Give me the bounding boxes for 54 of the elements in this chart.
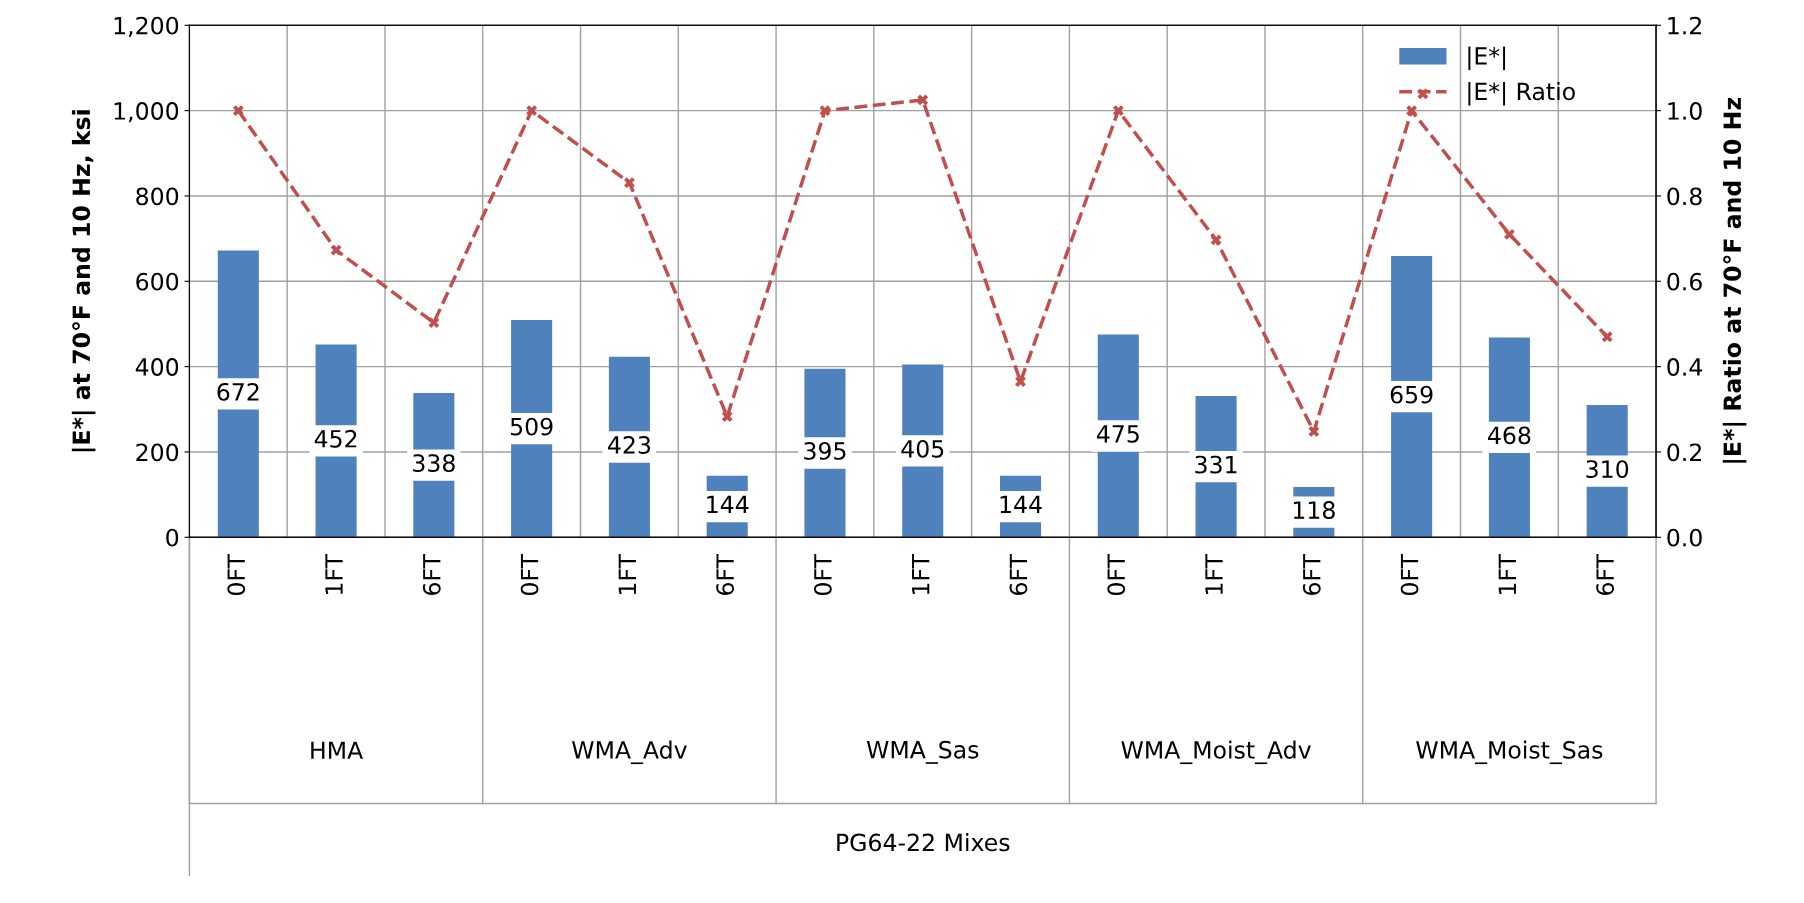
data-label: 310 bbox=[1586, 460, 1629, 478]
y2-tick-label: 0.0 bbox=[1667, 528, 1702, 547]
data-label: 331 bbox=[1195, 455, 1237, 474]
x-tick-label: 0FT bbox=[227, 553, 246, 596]
data-label: 144 bbox=[1000, 495, 1042, 514]
x-tick-label: 6FT bbox=[1009, 553, 1028, 595]
data-label: 672 bbox=[217, 382, 259, 401]
y-tick-label: 0 bbox=[166, 528, 179, 547]
data-label: 509 bbox=[510, 417, 553, 436]
text: WMA_Moist_Adv bbox=[1121, 740, 1311, 765]
y-tick-label: 1,200 bbox=[114, 16, 179, 37]
x-tick-label: 6FT bbox=[716, 553, 735, 595]
data-label: 468 bbox=[1488, 426, 1531, 445]
y2-axis-title: |E*| Ratio at 70°F and 10 Hz bbox=[1722, 98, 1747, 463]
text: WMA_Adv bbox=[572, 740, 687, 765]
y-tick-label: 400 bbox=[135, 358, 179, 376]
x-tick-label: 6FT bbox=[422, 553, 441, 595]
y2-tick-label: 0.4 bbox=[1667, 358, 1703, 376]
data-label: 144 bbox=[707, 495, 749, 514]
x-tick-label: 6FT bbox=[1302, 553, 1321, 595]
y-axis-title: |E*| at 70°F and 10 Hz, ksi bbox=[71, 110, 96, 452]
y-tick-label: 800 bbox=[136, 187, 179, 206]
text: WMA_Sas bbox=[866, 740, 979, 764]
x-tick-label: 6FT bbox=[1596, 553, 1615, 595]
y2-tick-label: 1.0 bbox=[1668, 102, 1702, 120]
legend-label: |E*| bbox=[1468, 46, 1506, 71]
data-label: 405 bbox=[901, 439, 944, 458]
x-tick-label: 0FT bbox=[520, 553, 539, 596]
legend-label: |E*| Ratio bbox=[1468, 81, 1575, 106]
x-tick-label: 1FT bbox=[912, 553, 930, 594]
x-tick-label: 1FT bbox=[1498, 553, 1516, 594]
data-label: 475 bbox=[1096, 425, 1139, 443]
y2-tick-label: 0.6 bbox=[1667, 272, 1702, 291]
x-tick-label: 0FT bbox=[1107, 553, 1126, 596]
x-tick-label: 0FT bbox=[813, 553, 832, 596]
text: HMA bbox=[311, 741, 364, 759]
x-tick-label: 1FT bbox=[618, 553, 636, 594]
y-tick-label: 600 bbox=[136, 272, 179, 291]
y2-tick-label: 0.2 bbox=[1667, 443, 1701, 462]
x-tick-label: 1FT bbox=[325, 553, 343, 594]
data-label: 659 bbox=[1390, 385, 1433, 404]
data-label: 338 bbox=[413, 454, 455, 473]
y2-tick-label: 1.2 bbox=[1668, 16, 1701, 35]
text: WMA_Moist_Sas bbox=[1416, 740, 1603, 765]
x-tick-label: 1FT bbox=[1205, 553, 1223, 594]
x-tick-label: 0FT bbox=[1400, 553, 1419, 596]
y-tick-label: 200 bbox=[136, 443, 179, 462]
data-label: 452 bbox=[314, 429, 357, 448]
y2-tick-label: 0.8 bbox=[1667, 187, 1702, 206]
data-label: 423 bbox=[608, 436, 651, 454]
data-label: 395 bbox=[804, 442, 846, 460]
data-label: 118 bbox=[1293, 501, 1335, 519]
text: PG64-22 Mixes bbox=[837, 833, 1010, 852]
y-tick-label: 1,000 bbox=[114, 102, 179, 123]
